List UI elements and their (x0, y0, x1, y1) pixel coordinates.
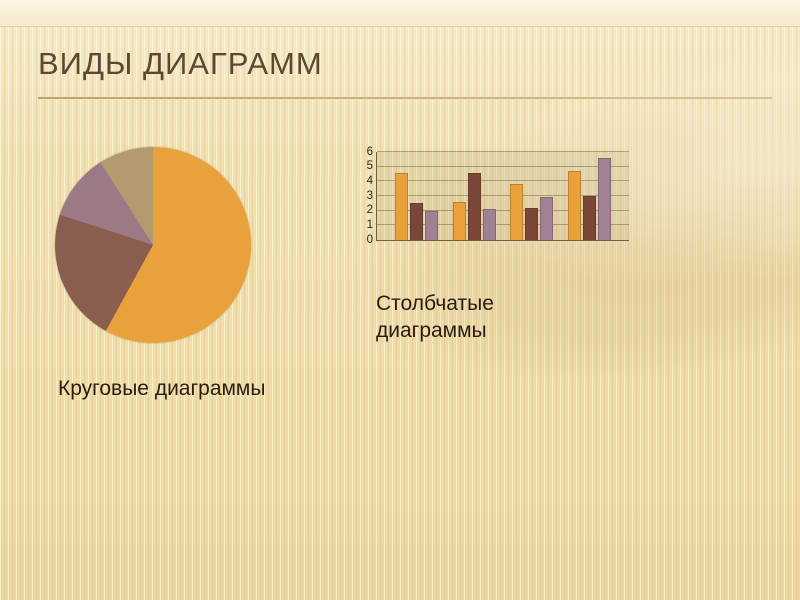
bar-group (510, 152, 554, 240)
y-tick-label: 6 (366, 145, 373, 158)
bar-mauve (597, 157, 611, 240)
top-band (0, 0, 800, 26)
y-tick-label: 5 (366, 159, 373, 172)
bar-brown (525, 207, 539, 240)
bar-plot (376, 151, 629, 241)
bar-mauve (482, 209, 496, 240)
gridline (377, 180, 629, 182)
bar-chart-caption: Столбчатые диаграммы (376, 292, 494, 343)
bar-brown (410, 203, 424, 240)
bar-group (395, 152, 439, 240)
pie-chart-caption: Круговые диаграммы (58, 377, 266, 400)
bar-brown (467, 172, 481, 240)
bar-orange (510, 184, 524, 240)
bars-area (377, 152, 629, 240)
gridline (377, 195, 629, 196)
bar-mauve (540, 197, 554, 240)
bar-group (452, 152, 496, 240)
y-tick-label: 3 (366, 189, 373, 202)
gridline (377, 165, 629, 167)
y-tick-label: 2 (366, 203, 373, 216)
pie-chart-graphic (55, 147, 251, 343)
y-tick-label: 1 (366, 218, 373, 231)
gridline (377, 209, 629, 211)
title-underline (38, 97, 772, 99)
bar-orange (395, 172, 409, 240)
gridline (377, 151, 629, 152)
bar-brown (582, 196, 596, 240)
gridline (377, 224, 629, 226)
y-tick-label: 4 (366, 174, 373, 187)
y-tick-label: 0 (366, 233, 373, 246)
bar-orange (452, 201, 466, 240)
slide-title: ВИДЫ ДИАГРАММ (38, 46, 323, 81)
bar-orange (567, 171, 581, 240)
bar-mauve (425, 210, 439, 240)
bar-group (567, 152, 611, 240)
